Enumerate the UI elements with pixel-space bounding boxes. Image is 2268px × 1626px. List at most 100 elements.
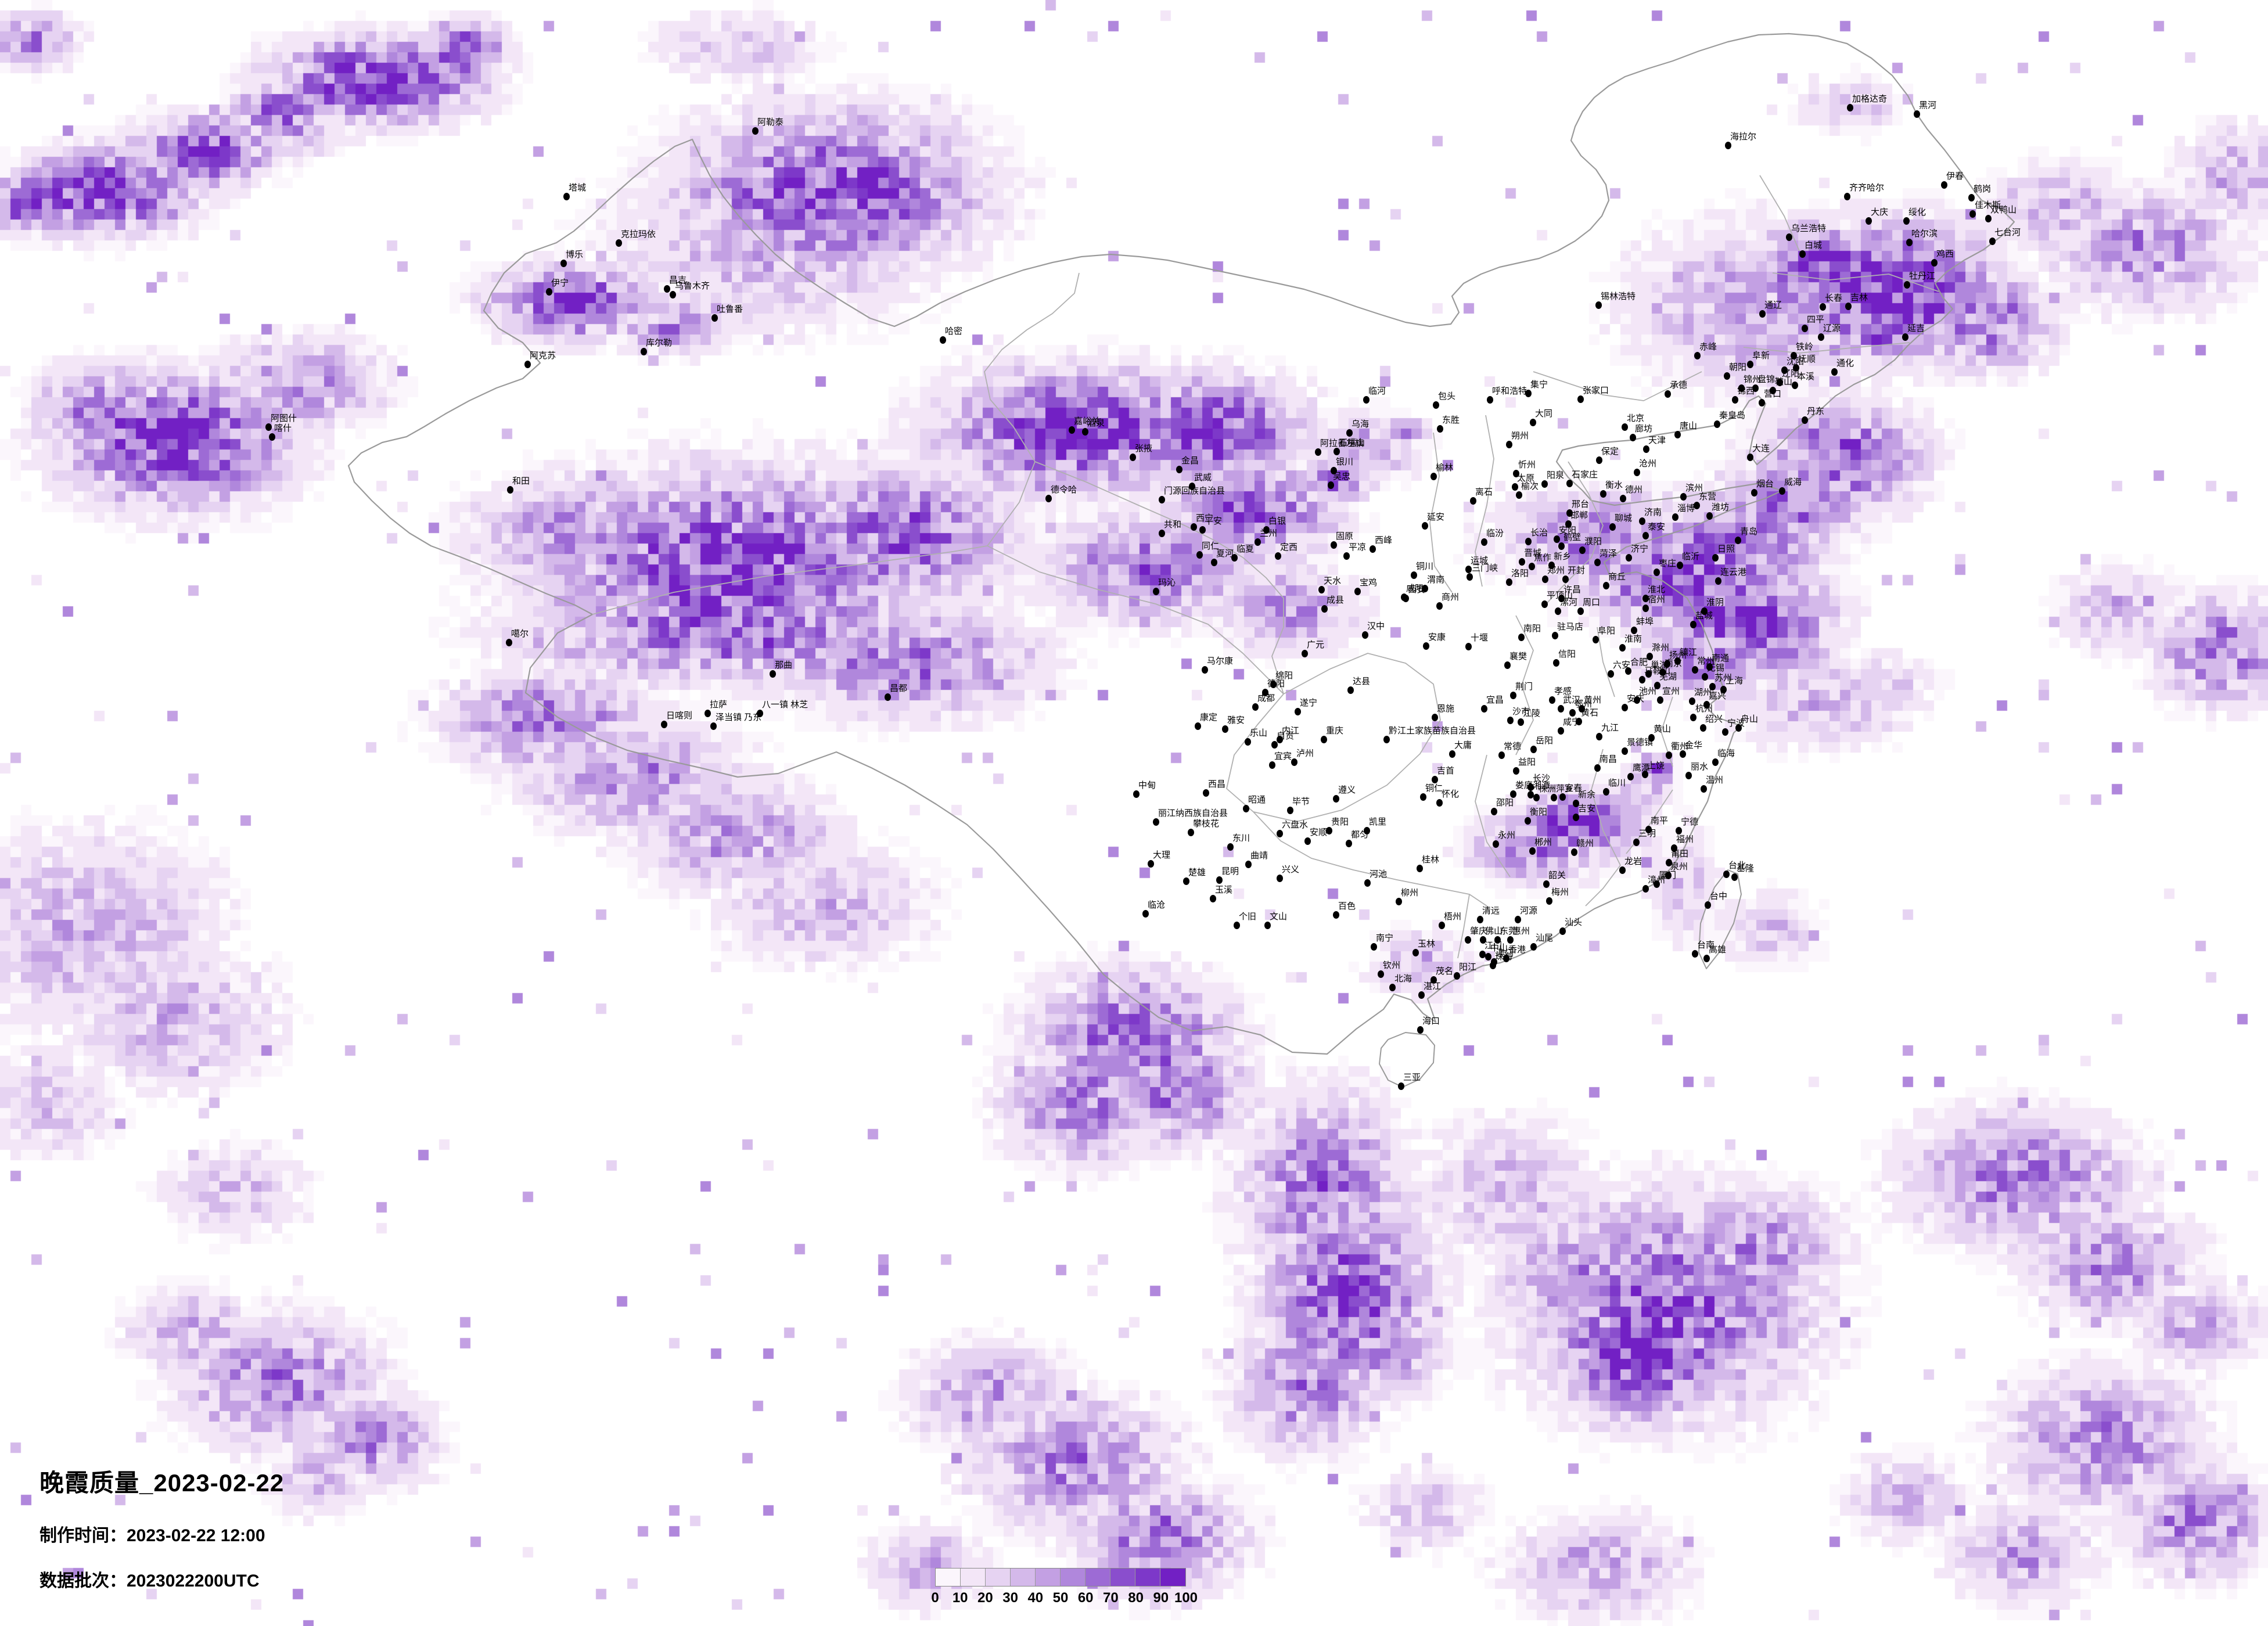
- city-label: 长沙: [1533, 774, 1551, 783]
- city-label: 鹰潭: [1633, 763, 1651, 773]
- city-label: 平凉: [1349, 542, 1367, 552]
- city-label: 固原: [1336, 531, 1354, 541]
- city-marker: [1692, 666, 1698, 674]
- city-marker: [1481, 538, 1487, 546]
- city-marker: [1176, 466, 1182, 473]
- legend-tick: 30: [1002, 1590, 1018, 1606]
- city-marker: [1436, 602, 1443, 610]
- city-marker: [1470, 497, 1476, 505]
- city-label: 嘉兴: [1709, 691, 1727, 701]
- city-marker: [1731, 873, 1738, 881]
- city-marker: [1383, 736, 1390, 743]
- city-marker: [1802, 416, 1808, 424]
- city-label: 盐城: [1695, 611, 1713, 621]
- city-label: 汕尾: [1536, 933, 1554, 943]
- city-label: 新余: [1578, 790, 1596, 800]
- city-marker: [1328, 481, 1334, 489]
- city-label: 德阳: [1267, 679, 1285, 689]
- city-marker: [1210, 895, 1216, 902]
- city-label: 吴忠: [1333, 472, 1351, 481]
- city-marker: [1562, 575, 1569, 583]
- city-label: 鄂州: [1575, 699, 1593, 709]
- city-marker: [1315, 448, 1321, 456]
- city-marker: [705, 710, 711, 717]
- city-marker: [1432, 714, 1438, 721]
- city-label: 大庸: [1454, 740, 1472, 750]
- city-marker: [1626, 554, 1632, 562]
- city-marker: [1633, 839, 1640, 846]
- city-marker: [1645, 670, 1652, 678]
- city-label: 中甸: [1138, 780, 1156, 790]
- city-label: 运城: [1471, 556, 1489, 566]
- city-marker: [1211, 559, 1217, 566]
- city-label: 武威: [1194, 473, 1212, 483]
- border-line: [1533, 371, 1702, 401]
- city-label: 淮北: [1648, 585, 1666, 595]
- city-marker: [1203, 789, 1209, 797]
- city-label: 阿克苏: [530, 351, 556, 361]
- city-marker: [1346, 840, 1352, 847]
- city-marker: [1159, 530, 1165, 537]
- city-label: 安顺: [1310, 828, 1328, 837]
- city-label: 芜湖: [1659, 672, 1677, 682]
- city-label: 沧州: [1639, 459, 1657, 469]
- city-marker: [1747, 454, 1753, 461]
- legend-tick: 60: [1077, 1590, 1094, 1606]
- border-line: [1515, 615, 1534, 756]
- city-marker: [1689, 697, 1695, 705]
- city-marker: [1705, 901, 1711, 909]
- city-marker: [1271, 741, 1278, 749]
- city-label: 攀枝花: [1193, 819, 1220, 829]
- city-marker: [1491, 958, 1497, 966]
- city-label: 八一镇 林芝: [762, 700, 808, 710]
- city-marker: [1334, 448, 1340, 455]
- city-marker: [1666, 751, 1672, 759]
- legend-bar: [935, 1568, 1186, 1587]
- city-label: 南阳: [1523, 624, 1541, 634]
- city-marker: [1525, 390, 1532, 397]
- city-label: 绍兴: [1705, 714, 1723, 724]
- city-label: 西安: [1408, 585, 1426, 595]
- city-marker: [1396, 898, 1402, 905]
- city-label: 廊坊: [1635, 424, 1653, 434]
- city-marker: [1487, 396, 1493, 404]
- city-marker: [641, 348, 647, 355]
- city-marker: [1506, 441, 1512, 448]
- city-label: 江陵: [1523, 708, 1541, 718]
- city-label: 忻州: [1518, 460, 1536, 470]
- city-marker: [1412, 949, 1419, 956]
- city-marker: [1159, 496, 1165, 503]
- city-label: 邢台: [1572, 499, 1590, 509]
- made-time-value: 2023-02-22 12:00: [127, 1526, 265, 1545]
- city-marker: [1503, 955, 1509, 962]
- city-label: 河池: [1370, 869, 1388, 879]
- city-marker: [1245, 861, 1252, 868]
- city-marker: [1191, 523, 1197, 531]
- city-marker: [1642, 885, 1649, 893]
- city-label: 日喀则: [666, 711, 693, 721]
- city-marker: [1454, 972, 1460, 980]
- info-block: 晚霞质量_2023-02-22 制作时间：2023-02-22 12:00 数据…: [39, 1463, 284, 1592]
- city-marker: [1270, 681, 1277, 688]
- city-label: 双鸭山: [1990, 205, 2017, 215]
- city-label: 包头: [1438, 391, 1456, 401]
- city-marker: [1622, 704, 1628, 711]
- city-marker: [1676, 827, 1682, 834]
- city-marker: [1291, 758, 1297, 766]
- city-label: 西宁: [1196, 513, 1214, 523]
- city-marker: [1302, 650, 1308, 657]
- city-marker: [1625, 667, 1631, 675]
- city-label: 汉中: [1367, 621, 1385, 631]
- legend-tick: 20: [977, 1590, 993, 1606]
- city-marker: [664, 285, 670, 293]
- city-marker: [1069, 426, 1075, 434]
- legend-segment: [986, 1569, 1011, 1586]
- city-label: 株洲: [1539, 784, 1557, 794]
- city-marker: [265, 423, 272, 431]
- city-marker: [1436, 799, 1443, 807]
- city-label: 承德: [1670, 380, 1688, 390]
- border-line: [1034, 461, 1284, 695]
- city-label: 蚌埠: [1636, 617, 1654, 627]
- city-marker: [1432, 776, 1438, 783]
